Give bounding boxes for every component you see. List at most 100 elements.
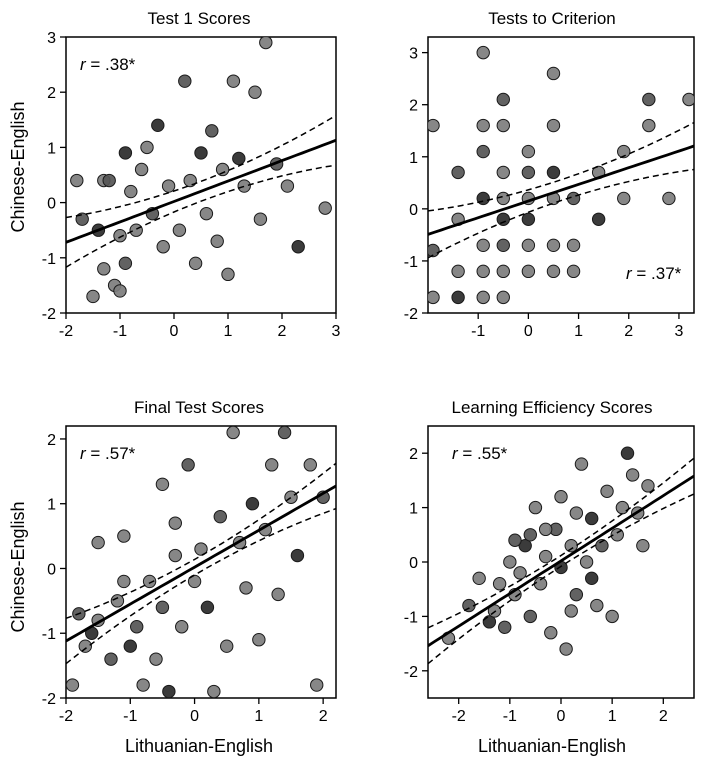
- scatter-point: [91, 535, 105, 550]
- scatter-point: [194, 146, 208, 160]
- ci-upper-line: [428, 457, 694, 629]
- x-tick-label: -1: [123, 708, 137, 725]
- scatter-point: [200, 600, 215, 615]
- ci-lower-line: [66, 507, 336, 665]
- scatter-point: [476, 118, 490, 133]
- scatter-point: [496, 238, 510, 253]
- scatter-point: [617, 191, 631, 206]
- scatter-point: [156, 240, 170, 254]
- scatter-point: [538, 549, 553, 564]
- scatter-point: [290, 548, 305, 563]
- scatter-point: [210, 234, 224, 248]
- y-tick-label: -2: [404, 306, 418, 323]
- y-tick-label: 2: [47, 432, 56, 449]
- scatter-point: [538, 522, 553, 537]
- plot-area: [428, 45, 694, 305]
- panel-final-test-scores: Final Test Scores Chinese-English Lithua…: [8, 398, 337, 756]
- regression-line: [66, 138, 336, 244]
- ci-upper-line: [66, 462, 336, 620]
- scatter-point: [476, 238, 490, 253]
- scatter-point: [566, 238, 581, 253]
- scatter-point: [155, 477, 170, 491]
- panel-title: Learning Efficiency Scores: [452, 398, 653, 417]
- scatter-point: [642, 118, 656, 133]
- scatter-point: [194, 542, 208, 556]
- scatter-point: [149, 652, 163, 666]
- scatter-point: [113, 229, 127, 243]
- scatter-point: [226, 74, 241, 88]
- scatter-point: [528, 500, 543, 515]
- panel-title: Final Test Scores: [134, 398, 264, 417]
- plot-area: [66, 37, 336, 304]
- correlation-annotation: r = .38*: [80, 55, 136, 74]
- x-tick-label: 2: [624, 323, 633, 340]
- scatter-point: [213, 509, 227, 524]
- scatter-point: [600, 484, 614, 498]
- panel-tests-to-criterion: Tests to Criterion r = .37* -1 0 1 2 3 -2 -1 0 1…: [404, 9, 695, 340]
- scatter-point: [220, 639, 234, 653]
- scatter-point: [66, 678, 80, 692]
- x-tick-label: -1: [471, 323, 485, 340]
- scatter-point: [277, 426, 292, 440]
- scatter-point: [496, 191, 510, 206]
- scatter-point: [476, 290, 490, 305]
- x-axis-label: Lithuanian-English: [478, 736, 626, 756]
- plot-area: [66, 426, 336, 698]
- scatter-point: [554, 490, 568, 504]
- scatter-point: [110, 594, 125, 608]
- y-tick-label: 2: [409, 446, 418, 463]
- scatter-point: [151, 118, 165, 133]
- scatter-point: [617, 144, 631, 159]
- scatter-point: [503, 555, 517, 569]
- x-tick-label: -2: [59, 708, 73, 725]
- x-tick-label: 1: [224, 323, 233, 340]
- scatter-point: [181, 458, 195, 472]
- x-tick-label: 3: [332, 323, 341, 340]
- scatter-point: [248, 85, 262, 99]
- scatter-point: [521, 264, 536, 279]
- scatter-point: [496, 212, 510, 226]
- scatter-point: [546, 264, 561, 279]
- scatter-point: [265, 458, 279, 472]
- scatter-point: [86, 289, 100, 304]
- scatter-point: [284, 490, 298, 504]
- scatter-point: [518, 538, 532, 553]
- x-tick-label: 0: [524, 323, 533, 340]
- scatter-point: [662, 191, 676, 206]
- scatter-point: [508, 533, 522, 547]
- y-tick-label: 3: [47, 30, 56, 47]
- y-axis-label: Chinese-English: [8, 101, 28, 232]
- scatter-point: [569, 506, 584, 520]
- y-tick-label: 0: [47, 561, 56, 578]
- scatter-point: [118, 146, 133, 160]
- scatter-point: [232, 151, 246, 166]
- ci-upper-line: [428, 121, 694, 212]
- scatter-point: [521, 238, 536, 253]
- scatter-point: [129, 223, 143, 237]
- scatter-point: [140, 140, 154, 155]
- r-value: = .55*: [458, 444, 508, 463]
- scatter-point: [142, 574, 157, 589]
- regression-line: [428, 144, 694, 236]
- x-tick-label: 1: [574, 323, 583, 340]
- x-tick-label: -2: [59, 323, 73, 340]
- y-axis-label: Chinese-English: [8, 501, 28, 632]
- panel-title: Test 1 Scores: [148, 9, 251, 28]
- x-tick-label: -1: [113, 323, 127, 340]
- y-tick-label: 2: [47, 85, 56, 102]
- scatter-point: [303, 458, 317, 472]
- plot-frame: [65, 36, 337, 314]
- x-tick-label: 1: [254, 708, 263, 725]
- plot-frame: [65, 425, 337, 699]
- scatter-point: [579, 555, 594, 569]
- scatter-point: [521, 144, 536, 159]
- r-value: = .37*: [632, 264, 682, 283]
- r-symbol: r: [80, 444, 87, 463]
- y-tick-label: 0: [409, 555, 418, 572]
- scatter-point: [566, 264, 581, 279]
- scatter-point: [102, 173, 116, 188]
- scatter-point: [97, 262, 111, 276]
- scatter-point: [559, 642, 573, 656]
- scatter-point: [183, 173, 197, 188]
